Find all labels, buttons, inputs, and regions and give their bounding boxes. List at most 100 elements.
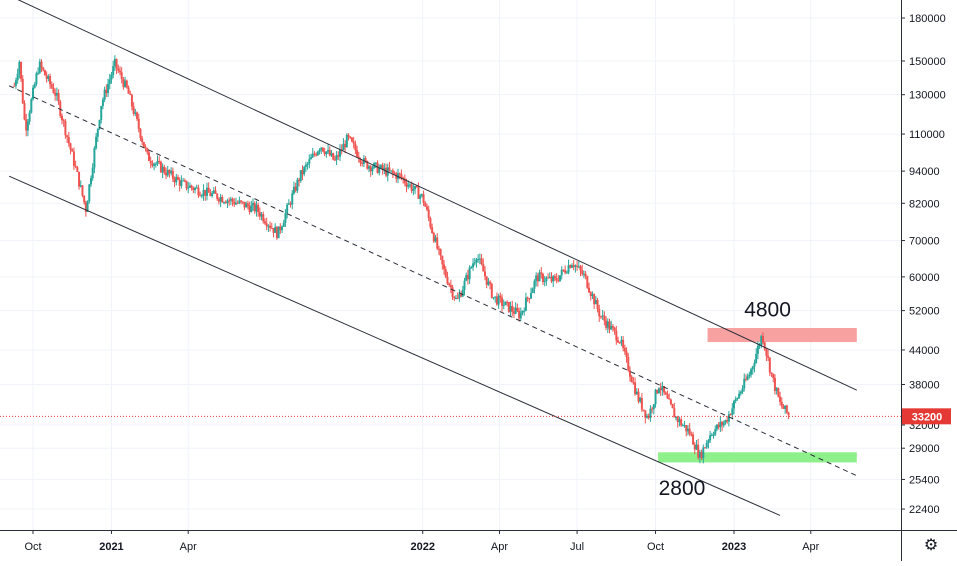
- candle-body: [523, 310, 526, 312]
- candle-body: [589, 292, 592, 296]
- candle-body: [647, 415, 650, 418]
- y-tick-label: 38000: [909, 380, 940, 392]
- candle-body: [54, 92, 57, 96]
- candle-body: [451, 287, 454, 297]
- candle-body: [303, 166, 306, 175]
- candle-body: [178, 179, 181, 186]
- candle-body: [349, 136, 352, 138]
- candle-body: [576, 265, 579, 267]
- candle-body: [772, 373, 775, 378]
- candle-body: [347, 134, 350, 137]
- candle-body: [233, 201, 236, 205]
- candle-body: [470, 267, 473, 269]
- candle-body: [697, 444, 700, 458]
- candle-body: [480, 258, 483, 265]
- candle-body: [243, 201, 246, 208]
- candle-body: [333, 159, 336, 161]
- candle-body: [651, 408, 654, 410]
- x-tick-label: Jul: [570, 541, 584, 553]
- candle-body: [325, 151, 328, 155]
- candle-body: [209, 192, 212, 197]
- candle-body: [726, 420, 729, 422]
- x-tick-label: Oct: [24, 541, 41, 553]
- candle-body: [412, 189, 415, 191]
- candle-body: [207, 187, 210, 193]
- candle-body: [577, 266, 580, 268]
- candle-body: [28, 112, 31, 122]
- candle-body: [545, 277, 548, 282]
- channel[interactable]: [8, 0, 858, 516]
- candle-body: [516, 307, 519, 311]
- candle-body: [627, 356, 630, 371]
- candle-body: [270, 227, 273, 229]
- candle-body: [729, 414, 732, 416]
- candle-body: [538, 272, 541, 282]
- candle-body: [465, 275, 468, 281]
- candle-body: [768, 357, 771, 373]
- candle-body: [485, 276, 488, 285]
- candle-body: [454, 298, 457, 300]
- candle-body: [431, 227, 434, 233]
- candle-body: [281, 226, 284, 231]
- candle-body: [738, 393, 741, 399]
- candle-body: [417, 187, 420, 199]
- candle-body: [623, 347, 626, 352]
- candle-body: [134, 112, 137, 114]
- candle-body: [630, 376, 633, 383]
- candle-body: [16, 73, 19, 81]
- candle-body: [21, 78, 24, 104]
- candle-body: [323, 151, 326, 155]
- time-scale-bg: [0, 530, 901, 561]
- y-tick-label: 130000: [909, 90, 946, 102]
- x-tick-label: 2023: [722, 541, 746, 553]
- candle-body: [460, 294, 463, 297]
- candle-body: [748, 374, 751, 377]
- candle-body: [675, 416, 678, 418]
- settings-gear-icon[interactable]: ⚙: [923, 537, 939, 554]
- candle-body: [72, 151, 75, 166]
- candle-body: [714, 429, 717, 435]
- candle-body: [661, 386, 664, 391]
- candle-body: [472, 263, 475, 268]
- candle-body: [449, 284, 452, 288]
- candle-body: [501, 297, 504, 306]
- candle-body: [132, 106, 135, 114]
- candle-body: [618, 342, 621, 344]
- candle-body: [204, 189, 207, 196]
- candle-body: [130, 94, 133, 107]
- candle-body: [693, 444, 696, 450]
- candle-body: [533, 280, 536, 289]
- candle-body: [758, 344, 761, 346]
- candle-body: [495, 296, 498, 305]
- candle-body: [185, 180, 188, 189]
- candle-body: [686, 428, 689, 432]
- grid: [0, 0, 901, 530]
- candle-body: [263, 221, 266, 224]
- candle-body: [632, 382, 635, 384]
- candle-body: [141, 138, 144, 143]
- candle-body: [535, 275, 538, 281]
- candle-body: [170, 170, 173, 174]
- candle-body: [25, 119, 28, 131]
- candle-body: [419, 195, 422, 199]
- candle-body: [352, 141, 355, 144]
- candle-body: [86, 201, 89, 212]
- candle-body: [596, 299, 599, 310]
- candle-body: [374, 162, 377, 164]
- candle-body: [541, 274, 544, 283]
- candle-body: [588, 287, 591, 293]
- candle-body: [88, 184, 91, 202]
- candle-body: [182, 180, 185, 182]
- candle-body: [345, 134, 348, 148]
- candle-body: [731, 408, 734, 415]
- candle-body: [543, 281, 546, 283]
- candle-body: [461, 289, 464, 297]
- candle-body: [391, 170, 394, 173]
- candle-body: [284, 213, 287, 223]
- candle-body: [497, 295, 500, 305]
- candle-body: [507, 301, 510, 312]
- candle-body: [787, 412, 790, 416]
- candle-body: [214, 190, 217, 194]
